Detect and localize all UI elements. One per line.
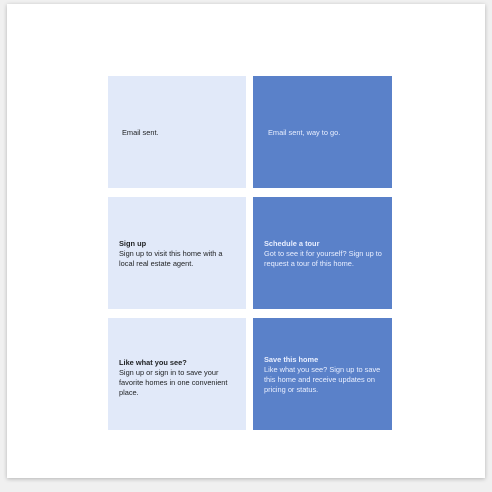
card-message: Email sent, way to go. [268, 128, 341, 137]
card-title: Like what you see? [119, 358, 187, 367]
card-body: Sign up or sign in to save your favorite… [119, 368, 228, 397]
save-this-home-card[interactable]: Save this home Like what you see? Sign u… [253, 318, 392, 430]
card-message: Email sent. [122, 128, 159, 137]
card-title: Save this home [264, 355, 319, 364]
card-body: Like what you see? Sign up to save this … [264, 365, 381, 394]
card-title: Sign up [119, 239, 147, 248]
sign-up-card[interactable]: Sign up Sign up to visit this home with … [108, 197, 246, 309]
schedule-tour-card[interactable]: Schedule a tour Got to see it for yourse… [253, 197, 392, 309]
card-body: Got to see it for yourself? Sign up to r… [264, 249, 382, 268]
email-sent-card-light: Email sent. [108, 76, 246, 188]
email-sent-card-dark: Email sent, way to go. [253, 76, 392, 188]
like-what-you-see-card[interactable]: Like what you see? Sign up or sign in to… [108, 318, 246, 430]
artboard [7, 4, 485, 478]
card-body: Sign up to visit this home with a local … [119, 249, 223, 268]
card-title: Schedule a tour [264, 239, 320, 248]
